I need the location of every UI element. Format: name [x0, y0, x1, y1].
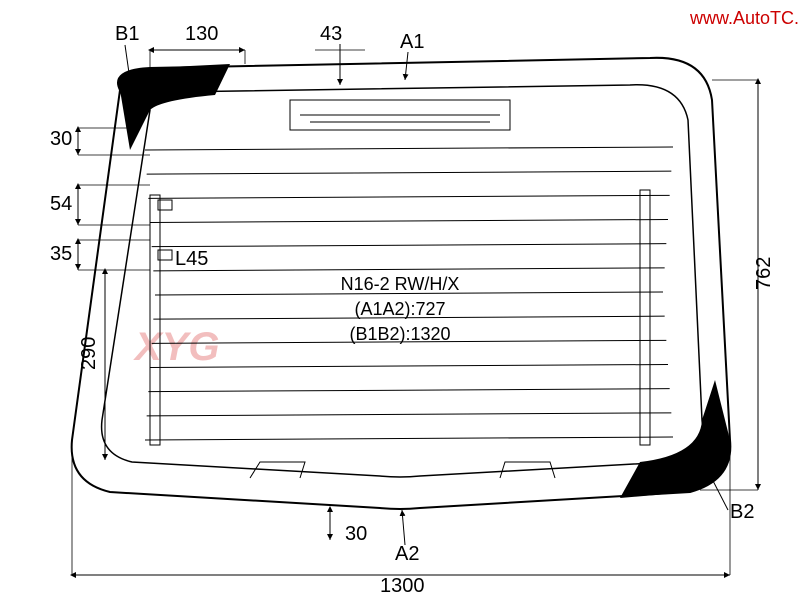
label-130: 130 — [185, 23, 218, 45]
busbar-left — [150, 195, 160, 445]
defroster-line — [145, 437, 673, 440]
label-290: 290 — [78, 337, 100, 370]
label-a2: A2 — [395, 543, 419, 565]
center-label-2: (A1A2):727 — [354, 299, 445, 319]
defroster-line — [150, 365, 668, 368]
label-1300: 1300 — [380, 575, 425, 597]
center-label-1: N16-2 RW/H/X — [341, 274, 460, 294]
watermark-logo: XYG — [133, 325, 219, 369]
defroster-line — [147, 413, 672, 416]
defroster-line — [150, 220, 668, 223]
defroster-line — [147, 171, 672, 174]
center-label-3: (B1B2):1320 — [349, 324, 450, 344]
leader-a2 — [402, 510, 405, 545]
leader-a1 — [405, 52, 408, 80]
label-30-bot: 30 — [345, 523, 367, 545]
label-l45: L45 — [175, 248, 208, 270]
label-43: 43 — [320, 23, 342, 45]
frit-corner-bottom-right — [620, 380, 730, 498]
defroster-line — [148, 389, 669, 392]
label-b1: B1 — [115, 23, 139, 45]
defroster-line — [145, 147, 673, 150]
label-54: 54 — [50, 193, 72, 215]
defroster-line — [152, 244, 667, 247]
label-762: 762 — [753, 257, 775, 290]
defroster-line — [153, 268, 664, 271]
defroster-line — [148, 195, 669, 198]
label-b2: B2 — [730, 501, 754, 523]
watermark-url: www.AutoTC.ru — [689, 8, 800, 28]
frit-corner-top-left — [118, 64, 230, 150]
leader-b2 — [710, 475, 728, 510]
label-35: 35 — [50, 243, 72, 265]
busbar-right — [640, 190, 650, 445]
antenna-block — [290, 100, 510, 130]
label-a1: A1 — [400, 31, 424, 53]
label-30-top: 30 — [50, 128, 72, 150]
